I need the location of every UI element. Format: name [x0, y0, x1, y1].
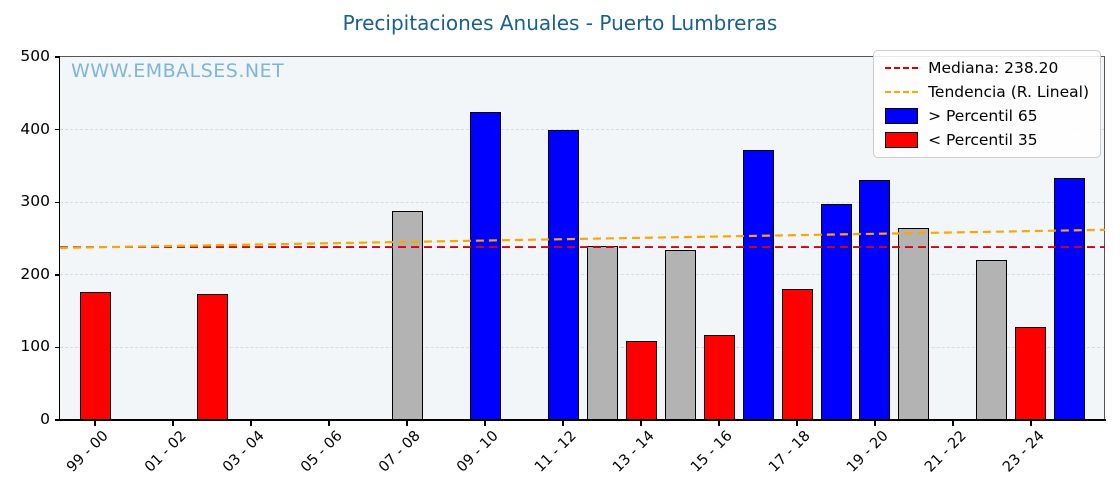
legend-item-tendencia: Tendencia (R. Lineal) [885, 83, 1089, 101]
y-tick-label: 100 [20, 337, 50, 356]
legend-label-percentil-65: > Percentil 65 [928, 107, 1038, 125]
x-tick-label-text: 15 - 16 [687, 428, 736, 476]
bar-15-16 [703, 335, 735, 420]
legend-label-mediana: Mediana: 238.20 [928, 59, 1059, 77]
bar-19-20 [859, 179, 891, 420]
x-tick-label-text: 21 - 22 [921, 428, 970, 476]
x-tick-mark [172, 421, 174, 426]
bar-22-23 [976, 259, 1008, 420]
bar-99-00 [79, 292, 111, 420]
y-tick-label: 300 [20, 192, 50, 211]
x-tick-label-text: 03 - 04 [219, 428, 268, 476]
plot-area: WWW.EMBALSES.NET Mediana: 238.20 Tendenc… [59, 50, 1106, 422]
x-tick-label-text: 05 - 06 [297, 428, 346, 476]
y-tick-mark [55, 201, 60, 203]
bar-23-24 [1015, 327, 1047, 420]
legend-item-mediana: Mediana: 238.20 [885, 59, 1089, 77]
gridline [60, 274, 1105, 276]
watermark: WWW.EMBALSES.NET [71, 60, 285, 82]
bar-13-14 [625, 340, 657, 420]
x-tick-mark [952, 421, 954, 426]
trend-dashed-line-swatch [885, 91, 919, 93]
bar-09-10 [469, 112, 501, 420]
x-tick-label-text: 19 - 20 [843, 428, 892, 476]
reference-lines-layer [59, 228, 1106, 249]
x-tick-mark [1030, 421, 1032, 426]
x-tick-mark [718, 421, 720, 426]
y-tick-mark [55, 56, 60, 58]
x-tick-label-text: 09 - 10 [453, 428, 502, 476]
x-tick-label-text: 99 - 00 [63, 428, 112, 476]
x-tick-mark [328, 421, 330, 426]
x-tick-mark [250, 421, 252, 426]
plot-right-spine [1104, 56, 1105, 421]
legend-item-percentil-35: < Percentil 35 [885, 131, 1089, 149]
legend-item-percentil-65: > Percentil 65 [885, 107, 1089, 125]
x-tick-mark [484, 421, 486, 426]
trend-line [59, 228, 1106, 249]
y-tick-label: 200 [20, 264, 50, 283]
bar-11-12 [547, 129, 579, 420]
x-tick-mark [94, 421, 96, 426]
x-tick-mark [874, 421, 876, 426]
y-tick-mark [55, 419, 60, 421]
legend-label-tendencia: Tendencia (R. Lineal) [928, 83, 1089, 101]
bar-20-21 [898, 228, 930, 420]
legend-label-percentil-35: < Percentil 35 [928, 131, 1038, 149]
plot-top-spine [60, 56, 1105, 57]
bar-07-08 [391, 210, 423, 420]
x-axis-spine [59, 419, 1106, 422]
y-tick-label: 0 [40, 410, 50, 428]
x-tick-label-text: 13 - 14 [609, 428, 658, 476]
bar-17-18 [781, 288, 813, 420]
bar-02-03 [196, 294, 228, 420]
gridline [60, 129, 1105, 131]
y-tick-label: 400 [20, 119, 50, 138]
gridline [60, 346, 1105, 348]
x-tick-mark [562, 421, 564, 426]
gridline [60, 201, 1105, 203]
y-tick-mark [55, 274, 60, 276]
bar-24-25 [1054, 178, 1086, 420]
x-tick-mark [796, 421, 798, 426]
median-dashed-line-swatch [885, 67, 919, 69]
y-tick-mark [55, 128, 60, 131]
chart-title: Precipitaciones Anuales - Puerto Lumbrer… [342, 11, 778, 35]
bar-16-17 [742, 149, 774, 420]
x-tick-mark [640, 421, 642, 426]
y-tick-label: 500 [20, 47, 50, 65]
x-tick-label-text: 01 - 02 [141, 428, 190, 476]
bar-18-19 [820, 204, 852, 420]
bar-12-13 [586, 245, 618, 420]
x-tick-label-text: 07 - 08 [375, 428, 424, 476]
percentil-65-swatch [885, 108, 919, 124]
y-tick-mark [55, 346, 60, 349]
x-tick-mark [406, 421, 408, 426]
percentil-35-swatch [885, 132, 919, 148]
bar-14-15 [664, 250, 696, 420]
x-tick-label-text: 17 - 18 [765, 428, 814, 476]
x-tick-label-text: 11 - 12 [531, 428, 580, 476]
legend: Mediana: 238.20 Tendencia (R. Lineal) > … [873, 50, 1101, 158]
x-tick-label-text: 23 - 24 [999, 428, 1048, 476]
y-axis-spine [59, 56, 61, 421]
